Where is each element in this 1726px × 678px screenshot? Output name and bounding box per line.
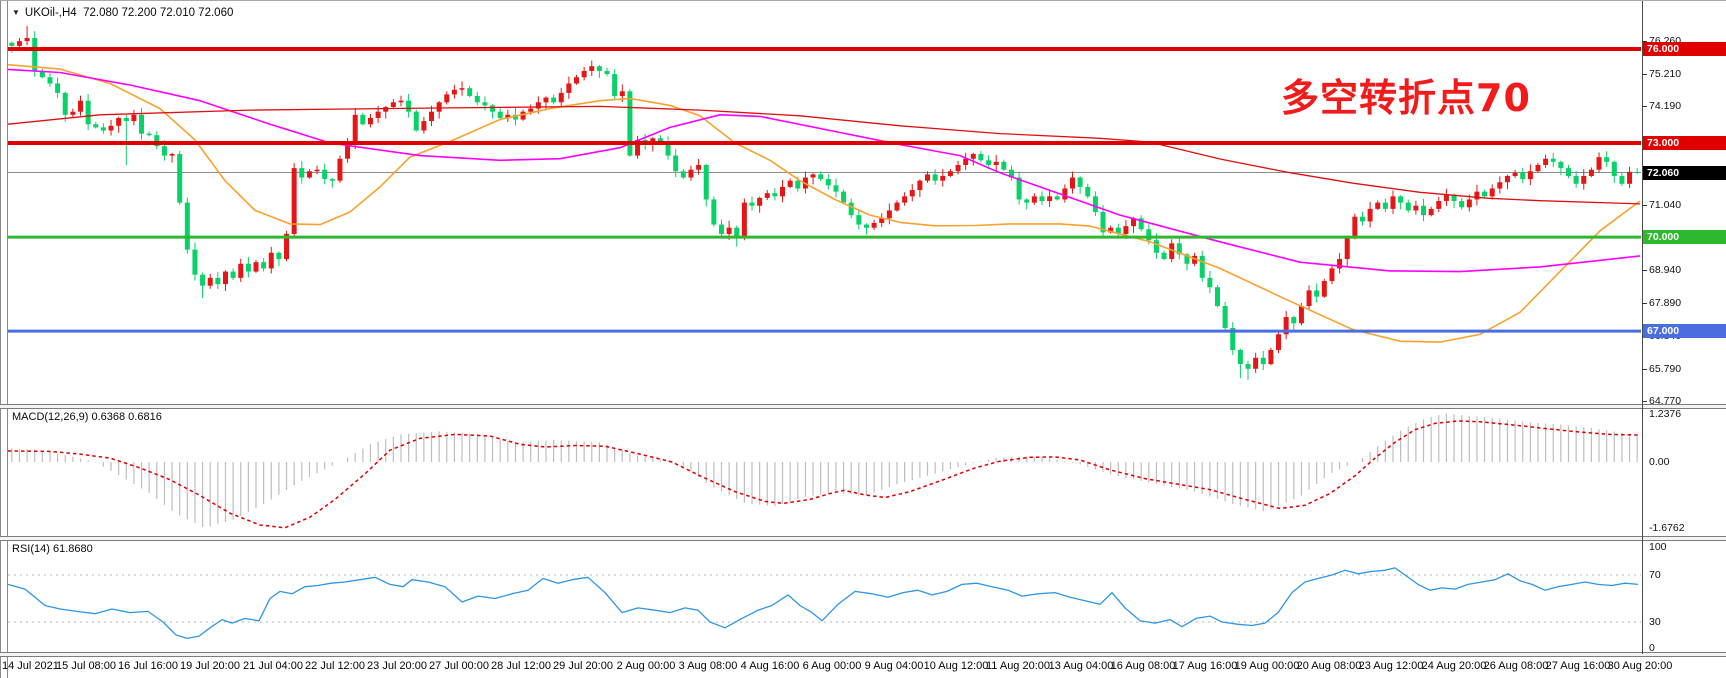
main-macd-divider[interactable] xyxy=(0,404,1726,409)
price-tick-label: 67.890 xyxy=(1649,297,1682,310)
macd-rsi-divider[interactable] xyxy=(0,536,1726,541)
left-splitter[interactable] xyxy=(0,1,8,678)
time-axis-label: 21 Jul 04:00 xyxy=(243,660,303,672)
price-badge-70000: 70.000 xyxy=(1643,230,1726,245)
macd-tick-label: -1.6762 xyxy=(1649,522,1685,534)
time-axis-label: 23 Jul 20:00 xyxy=(367,660,427,672)
time-axis-label: 27 Jul 00:00 xyxy=(429,660,489,672)
price-tick-label: 75.210 xyxy=(1649,67,1682,80)
rsi-tick-label: 0 xyxy=(1649,642,1655,654)
rsi-value: 61.8680 xyxy=(52,543,93,555)
price-tick-label: 71.040 xyxy=(1649,198,1682,211)
time-axis-label: 28 Jul 12:00 xyxy=(491,660,551,672)
time-axis-label: 13 Aug 04:00 xyxy=(1048,660,1114,672)
macd-tick-label: 1.2376 xyxy=(1649,408,1682,420)
price-tickmark xyxy=(1642,105,1647,107)
symbol-label: UKOil-,H4 xyxy=(24,7,77,19)
price-tickmark xyxy=(1642,73,1647,75)
time-axis-label: 30 Aug 20:00 xyxy=(1607,660,1673,672)
price-axis-separator xyxy=(1642,1,1643,654)
macd-label: MACD(12,26,9) xyxy=(12,411,89,423)
time-axis-label: 29 Jul 20:00 xyxy=(553,660,613,672)
ma-red-line xyxy=(7,105,1641,205)
time-axis-label: 27 Aug 16:00 xyxy=(1545,660,1611,672)
symbol-header: ▼ UKOil-,H4 72.080 72.200 72.010 72.060 xyxy=(12,7,233,19)
time-axis-label: 3 Aug 08:00 xyxy=(678,660,738,672)
time-axis-label: 19 Aug 00:00 xyxy=(1234,660,1300,672)
rsi-line xyxy=(7,567,1639,640)
price-badge-76000: 76.000 xyxy=(1643,42,1726,56)
time-axis-label: 17 Aug 16:00 xyxy=(1172,660,1238,672)
time-axis-label: 4 Aug 16:00 xyxy=(740,660,800,672)
macd-histogram xyxy=(11,413,1638,527)
time-axis-label: 14 Jul 2021 xyxy=(2,660,59,672)
time-axis-label: 23 Aug 12:00 xyxy=(1358,660,1424,672)
rsi-tick-label: 30 xyxy=(1649,616,1661,628)
ma-orange-line xyxy=(7,63,1641,343)
time-axis-label: 15 Jul 08:00 xyxy=(56,660,116,672)
price-tick-label: 65.790 xyxy=(1649,363,1682,376)
time-axis-label: 6 Aug 00:00 xyxy=(802,660,862,672)
ohlc-quote: 72.080 72.200 72.010 72.060 xyxy=(83,7,234,19)
chart-annotation: 多空转折点70 xyxy=(1281,76,1531,120)
price-tick-label: 64.770 xyxy=(1649,395,1682,408)
macd-label-row: MACD(12,26,9) 0.6368 0.6816 xyxy=(12,411,162,423)
price-tickmark xyxy=(1642,270,1647,272)
time-axis-label: 10 Aug 12:00 xyxy=(923,660,989,672)
price-tick-label: 74.190 xyxy=(1649,99,1682,112)
time-axis-label: 24 Aug 20:00 xyxy=(1421,660,1487,672)
macd-signal-line xyxy=(7,420,1641,529)
time-axis-label: 26 Aug 08:00 xyxy=(1483,660,1549,672)
symbol-dropdown-icon[interactable]: ▼ xyxy=(12,8,20,17)
price-badge-72060: 72.060 xyxy=(1643,165,1726,180)
macd-values: 0.6368 0.6816 xyxy=(91,411,162,423)
price-tick-label: 68.940 xyxy=(1649,264,1682,277)
time-axis-label: 11 Aug 20:00 xyxy=(985,660,1051,672)
time-axis-label: 2 Aug 00:00 xyxy=(616,660,676,672)
time-axis-label: 16 Aug 08:00 xyxy=(1110,660,1176,672)
macd-tick-label: 0.00 xyxy=(1649,456,1670,468)
price-tickmark xyxy=(1642,204,1647,206)
rsi-tick-label: 70 xyxy=(1649,569,1661,581)
price-tickmark xyxy=(1642,401,1647,403)
time-axis-label: 19 Jul 20:00 xyxy=(180,660,240,672)
time-axis-label: 9 Aug 04:00 xyxy=(864,660,924,672)
time-axis-label: 20 Aug 08:00 xyxy=(1296,660,1362,672)
price-tickmark xyxy=(1642,369,1647,371)
time-axis-label: 22 Jul 12:00 xyxy=(305,660,365,672)
rsi-tick-label: 100 xyxy=(1649,541,1667,553)
rsi-label: RSI(14) xyxy=(12,543,50,555)
price-badge-67000: 67.000 xyxy=(1643,324,1726,339)
ma-magenta-line xyxy=(7,68,1641,273)
price-badge-73000: 73.000 xyxy=(1643,136,1726,150)
price-tickmark xyxy=(1642,40,1647,42)
price-tickmark xyxy=(1642,303,1647,305)
rsi-timeaxis-divider xyxy=(0,652,1726,657)
rsi-label-row: RSI(14) 61.8680 xyxy=(12,543,93,555)
time-axis-label: 16 Jul 16:00 xyxy=(118,660,178,672)
